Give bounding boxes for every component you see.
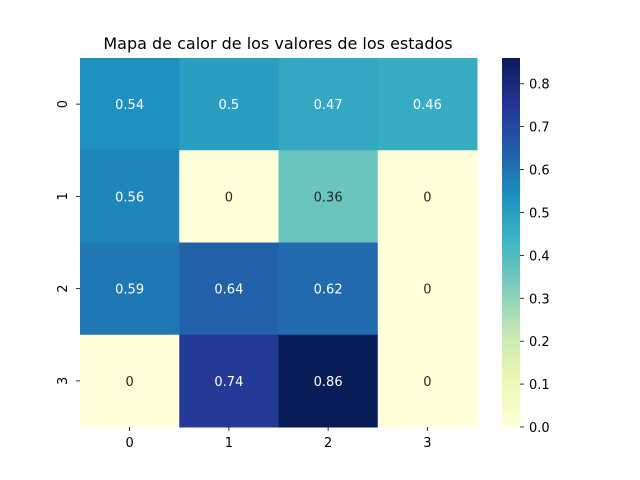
cell-label-r2-c0: 0.59 [115, 283, 144, 298]
heatmap-cell-r2-c0 [80, 242, 180, 336]
heatmap-cell-r0-c0 [80, 58, 180, 151]
heatmap-cell-r1-c3 [377, 150, 478, 243]
cell-label-r3-c0: 0 [125, 375, 133, 390]
colorbar-tick-label-8: 0.8 [529, 78, 550, 93]
cell-label-r2-c2: 0.62 [314, 283, 343, 298]
x-tick-label-1: 1 [225, 436, 233, 451]
heatmap-cell-r2-c1 [179, 242, 279, 336]
cell-label-r0-c0: 0.54 [115, 98, 144, 113]
y-axis: 0 1 2 3 [56, 100, 80, 385]
heatmap-cell-r1-c2 [278, 150, 379, 243]
chart-title: Mapa de calor de los valores de los esta… [103, 34, 452, 53]
cell-label-r0-c1: 0.5 [219, 98, 240, 113]
cell-label-r2-c1: 0.64 [214, 283, 243, 298]
y-tick-label-0: 0 [56, 100, 71, 108]
heatmap-cell-r0-c1 [179, 58, 279, 151]
colorbar-tick-label-0: 0.0 [529, 421, 550, 436]
colorbar-tick-label-2: 0.2 [529, 335, 550, 350]
heatmap-cell-r1-c0 [80, 150, 180, 243]
cell-label-r0-c2: 0.47 [314, 98, 343, 113]
heatmap-cell-r3-c0 [80, 334, 180, 428]
colorbar-tick-label-5: 0.5 [529, 206, 550, 221]
colorbar-tick-label-1: 0.1 [529, 378, 550, 393]
colorbar-tick-label-3: 0.3 [529, 292, 550, 307]
y-tick-label-1: 1 [56, 192, 71, 200]
cell-label-r2-c3: 0 [423, 283, 431, 298]
heatmap-cell-r2-c2 [278, 242, 379, 336]
cell-label-r3-c3: 0 [423, 375, 431, 390]
cell-label-r3-c1: 0.74 [214, 375, 243, 390]
heatmap-cells: 0.54 0.5 0.47 0.46 0.56 0 0.36 0 0.59 0.64 0.62 0 0 0… [80, 58, 478, 428]
colorbar [502, 58, 520, 427]
cell-label-r3-c2: 0.86 [314, 375, 343, 390]
colorbar-tick-label-6: 0.6 [529, 164, 550, 179]
heatmap-cell-r0-c2 [278, 58, 379, 151]
colorbar-axis: 0.0 0.1 0.2 0.3 0.4 0.5 0.6 0.7 0.8 [520, 78, 550, 436]
x-tick-label-3: 3 [423, 436, 431, 451]
x-tick-label-2: 2 [324, 436, 332, 451]
x-axis: 0 1 2 3 [125, 427, 432, 451]
heatmap-cell-r3-c3 [377, 334, 478, 428]
heatmap-cell-r3-c2 [278, 334, 379, 428]
heatmap-cell-r1-c1 [179, 150, 279, 243]
cell-label-r1-c2: 0.36 [314, 190, 343, 205]
y-tick-label-2: 2 [56, 284, 71, 292]
cell-label-r1-c0: 0.56 [115, 190, 144, 205]
cell-label-r1-c1: 0 [225, 190, 233, 205]
cell-label-r1-c3: 0 [423, 190, 431, 205]
colorbar-tick-label-4: 0.4 [529, 249, 550, 264]
x-tick-label-0: 0 [125, 436, 133, 451]
cell-label-r0-c3: 0.46 [413, 98, 442, 113]
colorbar-tick-label-7: 0.7 [529, 121, 550, 136]
y-tick-label-3: 3 [56, 377, 71, 385]
heatmap-cell-r0-c3 [377, 58, 478, 151]
heatmap-cell-r2-c3 [377, 242, 478, 336]
heatmap-cell-r3-c1 [179, 334, 279, 428]
